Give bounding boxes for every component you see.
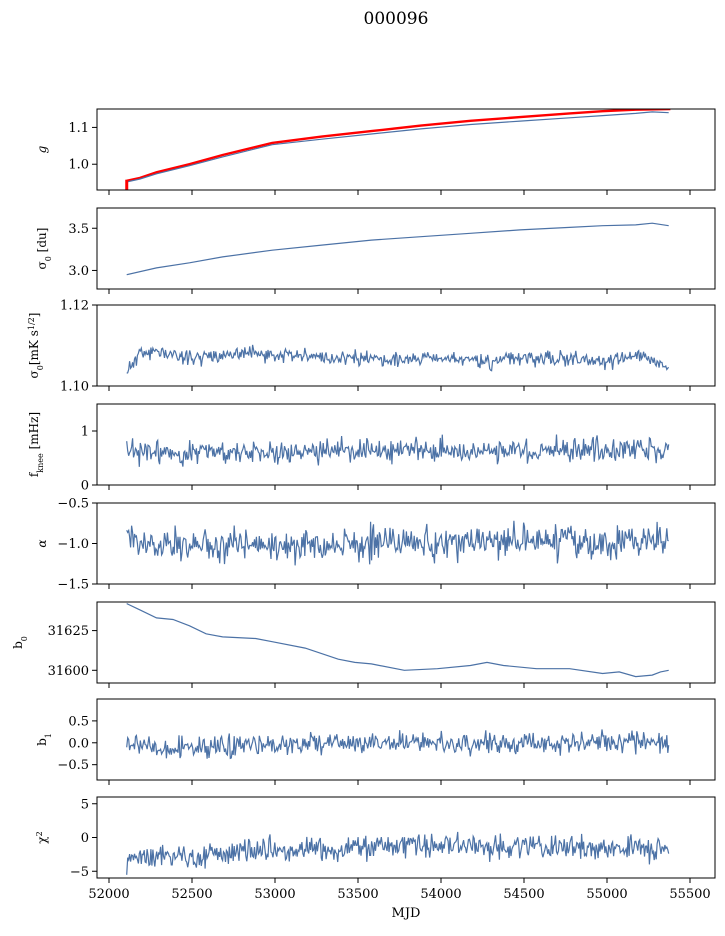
y-axis-label: σ0 [du] — [35, 228, 53, 270]
axes-frame — [96, 403, 716, 486]
y-axis-label: σ0[mK s1/2] — [27, 313, 45, 379]
x-tick-label: 52500 — [171, 887, 212, 902]
y-tick-label: 1 — [81, 425, 89, 440]
y-tick-label: 3.5 — [68, 222, 89, 237]
y-axis-label: g — [35, 145, 49, 153]
y-tick-label: 31600 — [48, 664, 89, 679]
panel-4: 0 1 fknee [mHz] — [27, 403, 716, 494]
x-tick-label: 54500 — [503, 887, 544, 902]
y-tick-label: 3.0 — [68, 264, 89, 279]
series-line-1 — [126, 520, 669, 566]
y-axis-label: b0 — [11, 636, 29, 649]
x-tick-label: 55000 — [586, 887, 627, 902]
axes-frame — [96, 698, 716, 781]
panel-8: −5 0 5 52000 52500 53000 53500 54000 54500 55000 5… — [35, 796, 716, 921]
y-tick-label: 1.1 — [68, 121, 89, 136]
y-tick-label: 1.0 — [68, 158, 89, 173]
axes-frame — [96, 108, 716, 191]
y-tick-label: 0 — [81, 831, 89, 846]
y-tick-label: −1.5 — [57, 578, 89, 593]
series-line-1 — [126, 831, 670, 875]
x-tick-label: 53500 — [337, 887, 378, 902]
y-tick-label: −0.5 — [57, 497, 89, 512]
y-axis-label: α — [35, 539, 49, 547]
y-axis-label: b1 — [35, 733, 53, 746]
y-axis-label: χ2 — [35, 831, 50, 843]
panels: 1.0 1.1 g 3.0 3.5 σ0 [du] 1.10 1.12 σ0[mK s1/2] 0… — [11, 108, 716, 921]
x-tick-label: 52000 — [88, 887, 129, 902]
x-tick-label: 54000 — [420, 887, 461, 902]
panel-1: 1.0 1.1 g — [35, 108, 716, 195]
y-tick-label: −1.0 — [57, 537, 89, 552]
y-tick-label: 31625 — [48, 624, 89, 639]
panel-2: 3.0 3.5 σ0 [du] — [35, 207, 716, 294]
axes-frame — [96, 796, 716, 879]
series-line-1 — [126, 109, 671, 182]
x-tick-label: 53000 — [254, 887, 295, 902]
x-axis-label: MJD — [392, 906, 421, 921]
figure-title: 000096 — [364, 9, 429, 29]
panel-6: 31600 31625 b0 — [11, 601, 716, 688]
series-line-2 — [126, 111, 669, 183]
series-line-1 — [126, 222, 669, 276]
axes-frame — [96, 207, 716, 290]
y-tick-label: 0 — [81, 479, 89, 494]
y-tick-label: 0.5 — [68, 714, 89, 729]
panel-5: −1.5 −1.0 −0.5 α — [35, 497, 716, 593]
panel-3: 1.10 1.12 σ0[mK s1/2] — [27, 299, 716, 395]
y-axis-label: fknee [mHz] — [27, 412, 45, 477]
series-line-1 — [126, 434, 670, 467]
y-tick-label: 1.10 — [60, 380, 89, 395]
series-line-1 — [126, 344, 670, 374]
series-line-1 — [126, 729, 670, 760]
y-tick-label: 1.12 — [60, 299, 89, 314]
y-tick-label: −5 — [70, 865, 89, 880]
axes-frame — [96, 304, 716, 387]
y-tick-label: 0.0 — [68, 736, 89, 751]
y-tick-label: 5 — [81, 797, 89, 812]
series-line-1 — [126, 603, 669, 678]
panel-7: −0.5 0.0 0.5 b1 — [35, 698, 716, 785]
axes-frame — [96, 601, 716, 684]
x-tick-label: 55500 — [669, 887, 710, 902]
y-tick-label: −0.5 — [57, 758, 89, 773]
